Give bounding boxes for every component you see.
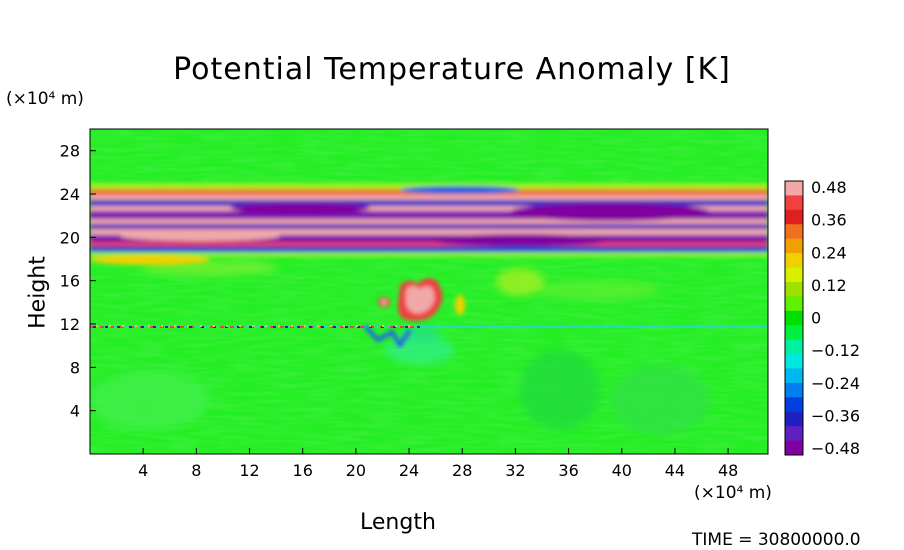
colorbar-swatch <box>785 267 803 283</box>
colorbar-swatch <box>785 368 803 384</box>
chart-title: Potential Temperature Anomaly [K] <box>173 52 731 87</box>
colorbar-swatch <box>785 253 803 269</box>
colorbar-swatch <box>785 382 803 398</box>
colorbar-label: −0.12 <box>811 341 860 360</box>
x-tick-label: 48 <box>718 461 738 480</box>
y-tick-label: 28 <box>60 142 80 161</box>
y-tick-label: 12 <box>60 315 80 334</box>
plot-frame <box>89 128 769 455</box>
stratospheric-band <box>90 183 768 265</box>
y-tick-label: 16 <box>60 272 80 291</box>
x-tick-label: 24 <box>399 461 419 480</box>
x-tick-label: 8 <box>191 461 201 480</box>
colorbar-label: −0.48 <box>811 439 860 458</box>
x-tick-label: 28 <box>452 461 472 480</box>
colorbar-frame <box>784 180 804 456</box>
colorbar-label: 0.24 <box>811 243 847 262</box>
colorbar-swatch <box>785 181 803 196</box>
colorbar-label: −0.24 <box>811 374 860 393</box>
x-tick-label: 44 <box>665 461 685 480</box>
colorbar-label: 0.48 <box>811 178 847 197</box>
x-tick-label: 12 <box>239 461 259 480</box>
y-tick-label: 8 <box>70 358 80 377</box>
colorbar-swatch <box>785 310 803 326</box>
colorbar-swatch <box>785 325 803 341</box>
y-tick-label: 24 <box>60 185 80 204</box>
x-tick-label: 4 <box>138 461 148 480</box>
x-axis-label: Length <box>360 510 436 535</box>
x-tick-label: 20 <box>346 461 366 480</box>
y-axis-ticks: 4 8 12 16 20 24 28 <box>60 142 96 421</box>
y-tick-label: 20 <box>60 228 80 247</box>
y-axis-unit: (×10⁴ m) <box>6 89 84 109</box>
colorbar-label: 0.36 <box>811 211 847 230</box>
colorbar-label: 0 <box>811 309 821 328</box>
colorbar: 0.48 0.36 0.24 0.12 0 −0.12 −0.24 −0.36 −0.48 <box>784 178 860 458</box>
colorbar-swatch <box>785 224 803 240</box>
tropopause-line <box>90 324 768 349</box>
colorbar-label: 0.12 <box>811 276 847 295</box>
colorbar-swatch <box>785 354 803 369</box>
lower-field-anomalies <box>90 260 710 435</box>
colorbar-swatch <box>785 397 803 413</box>
x-axis-ticks: 4 8 12 16 20 24 28 32 36 40 44 48 <box>138 448 738 480</box>
colorbar-swatch <box>785 296 803 312</box>
colorbar-swatch <box>785 440 803 456</box>
warm-plume <box>378 278 465 321</box>
x-axis-unit: (×10⁴ m) <box>694 483 772 503</box>
x-tick-label: 40 <box>612 461 632 480</box>
heatmap-plot-area <box>90 129 768 454</box>
colorbar-swatch <box>785 238 803 254</box>
colorbar-label: −0.36 <box>811 406 860 425</box>
colorbar-swatch <box>785 195 803 211</box>
colorbar-swatch <box>785 411 803 427</box>
colorbar-swatch <box>785 209 803 225</box>
x-tick-label: 32 <box>505 461 525 480</box>
colorbar-swatch <box>785 339 803 355</box>
colorbar-swatch <box>785 426 803 442</box>
y-tick-label: 4 <box>70 402 80 421</box>
x-tick-label: 16 <box>293 461 313 480</box>
colorbar-swatch <box>785 281 803 297</box>
x-tick-label: 36 <box>558 461 578 480</box>
